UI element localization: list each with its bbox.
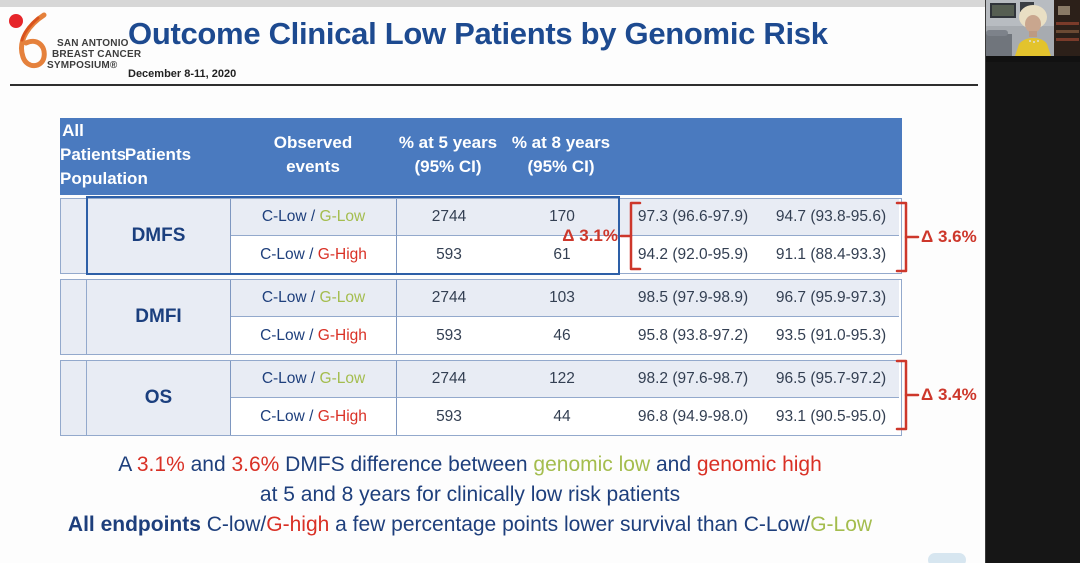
delta-label-dmfs-8yr: Δ 3.6% — [921, 227, 977, 246]
endpoint-label: OS — [87, 361, 231, 435]
events-cell: 122 — [501, 361, 623, 398]
patients-cell: 2744 — [397, 199, 501, 236]
symposium-date: December 8-11, 2020 — [128, 68, 237, 80]
patients-cell: 593 — [397, 398, 501, 435]
logo-org-line: SYMPOSIUM® — [47, 60, 118, 71]
events-cell: 44 — [501, 398, 623, 435]
logo-org-line: SAN ANTONIO — [57, 38, 129, 49]
pct8-cell: 96.5 (95.7-97.2) — [763, 361, 899, 398]
pct8-cell: 93.1 (90.5-95.0) — [763, 398, 899, 435]
endpoint-label: DMFS — [87, 199, 231, 273]
pct5-cell: 97.3 (96.6-97.9) — [623, 199, 763, 236]
pct8-cell: 96.7 (95.9-97.3) — [763, 280, 899, 317]
top-gray-strip — [0, 0, 985, 7]
pct5-cell: 98.2 (97.6-98.7) — [623, 361, 763, 398]
pct8-cell: 91.1 (88.4-93.3) — [763, 236, 899, 273]
delta-label-os-8yr: Δ 3.4% — [921, 385, 977, 404]
group-left-strip — [61, 280, 87, 354]
pct8-cell: 94.7 (93.8-95.6) — [763, 199, 899, 236]
table-group-os: OS C-Low / G-Low 2744 122 98.2 (97.6-98.… — [60, 360, 902, 436]
summary-line-2: at 5 and 8 years for clinically low risk… — [259, 483, 681, 506]
population-cell: C-Low / G-Low — [231, 280, 397, 317]
summary-line-1: A 3.1% and 3.6% DMFS difference between … — [118, 453, 822, 476]
pct5-cell: 94.2 (92.0-95.9) — [623, 236, 763, 273]
events-cell: 103 — [501, 280, 623, 317]
pct8-cell: 93.5 (91.0-95.3) — [763, 317, 899, 354]
slide-title: Outcome Clinical Low Patients by Genomic… — [128, 16, 828, 51]
col-header-pct-8-years: % at 8 years (95% CI) — [511, 133, 611, 177]
patients-cell: 2744 — [397, 361, 501, 398]
population-cell: C-Low / G-High — [231, 398, 397, 435]
col-header-pct-5-years: % at 5 years (95% CI) — [398, 133, 498, 177]
cutoff-control-icon — [928, 553, 966, 563]
video-call-panel — [985, 0, 1080, 563]
col-header-population: All Patients Population — [60, 121, 148, 189]
events-cell: 170 — [501, 199, 623, 236]
pct5-cell: 96.8 (94.9-98.0) — [623, 398, 763, 435]
events-cell: 46 — [501, 317, 623, 354]
col-header-observed-events: Observed events — [273, 133, 353, 177]
endpoint-label: DMFI — [87, 280, 231, 354]
group-left-strip — [61, 199, 87, 273]
outcomes-table: All Patients Population Patients Observe… — [60, 118, 902, 436]
col-header-patients: Patients — [124, 145, 192, 165]
group-left-strip — [61, 361, 87, 435]
sabcs-logo-text: SAN ANTONIO BREAST CANCER SYMPOSIUM® — [47, 38, 141, 71]
summary-line-3: All endpoints C-low/G-high a few percent… — [67, 513, 873, 536]
table-group-dmfi: DMFI C-Low / G-Low 2744 103 98.5 (97.9-9… — [60, 279, 902, 355]
pct5-cell: 95.8 (93.8-97.2) — [623, 317, 763, 354]
patients-cell: 593 — [397, 317, 501, 354]
table-header-row: All Patients Population Patients Observe… — [60, 118, 902, 195]
pct5-cell: 98.5 (97.9-98.9) — [623, 280, 763, 317]
presenter-webcam-video[interactable] — [986, 0, 1080, 62]
events-cell: 61 — [501, 236, 623, 273]
summary-text: A 3.1% and 3.6% DMFS difference between … — [15, 450, 925, 540]
patients-cell: 593 — [397, 236, 501, 273]
population-cell: C-Low / G-High — [231, 317, 397, 354]
sabcs-ribbon-logo-icon — [8, 12, 50, 80]
table-group-dmfs: DMFS C-Low / G-Low 2744 170 97.3 (96.6-9… — [60, 198, 902, 274]
population-cell: C-Low / G-High — [231, 236, 397, 273]
delta-label-dmfs-5yr: Δ 3.1% — [562, 226, 618, 245]
population-cell: C-Low / G-Low — [231, 199, 397, 236]
logo-org-line: BREAST CANCER — [52, 49, 142, 60]
header-divider — [10, 84, 978, 86]
population-cell: C-Low / G-Low — [231, 361, 397, 398]
patients-cell: 2744 — [397, 280, 501, 317]
